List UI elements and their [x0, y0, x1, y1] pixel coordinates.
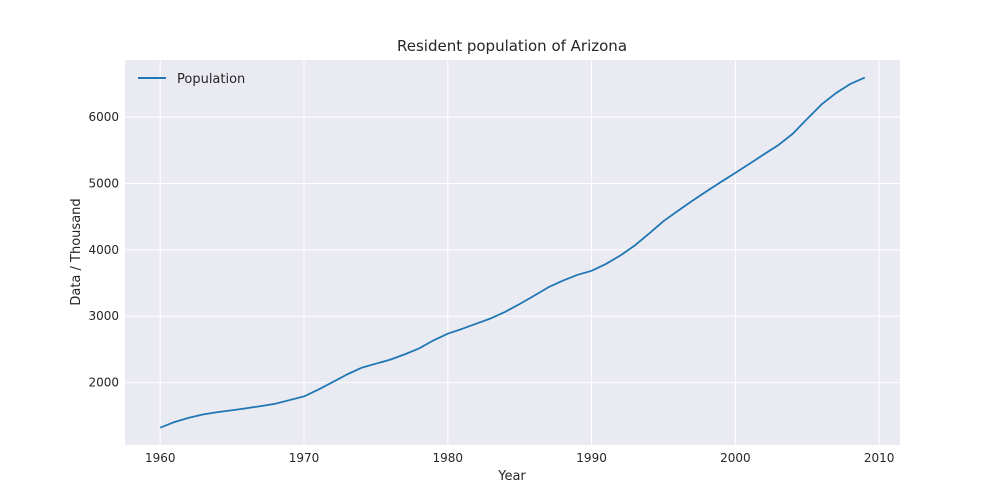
grid	[125, 60, 900, 445]
series-line-population	[159, 76, 866, 429]
y-tick-label: 6000	[88, 110, 119, 124]
x-tick-label: 2010	[864, 451, 895, 465]
chart-title: Resident population of Arizona	[397, 37, 627, 55]
plot-background	[125, 60, 900, 445]
y-axis-label: Data / Thousand	[69, 198, 84, 305]
x-axis-label: Year	[497, 469, 526, 484]
x-tick-label: 1980	[433, 451, 464, 465]
x-tick-label: 1970	[289, 451, 320, 465]
x-tick-label: 2000	[720, 451, 751, 465]
x-axis-ticks: 1960 1970 1980 1990 2000 2010	[145, 451, 894, 465]
legend-label: Population	[177, 72, 245, 87]
legend: Population	[138, 72, 245, 87]
series-layer	[159, 76, 866, 429]
y-tick-label: 5000	[88, 176, 119, 190]
x-tick-label: 1960	[145, 451, 176, 465]
y-axis-ticks: 2000 3000 4000 5000 6000	[88, 110, 119, 390]
y-tick-label: 3000	[88, 309, 119, 323]
x-tick-label: 1990	[576, 451, 607, 465]
y-tick-label: 4000	[88, 243, 119, 257]
y-tick-label: 2000	[88, 376, 119, 390]
